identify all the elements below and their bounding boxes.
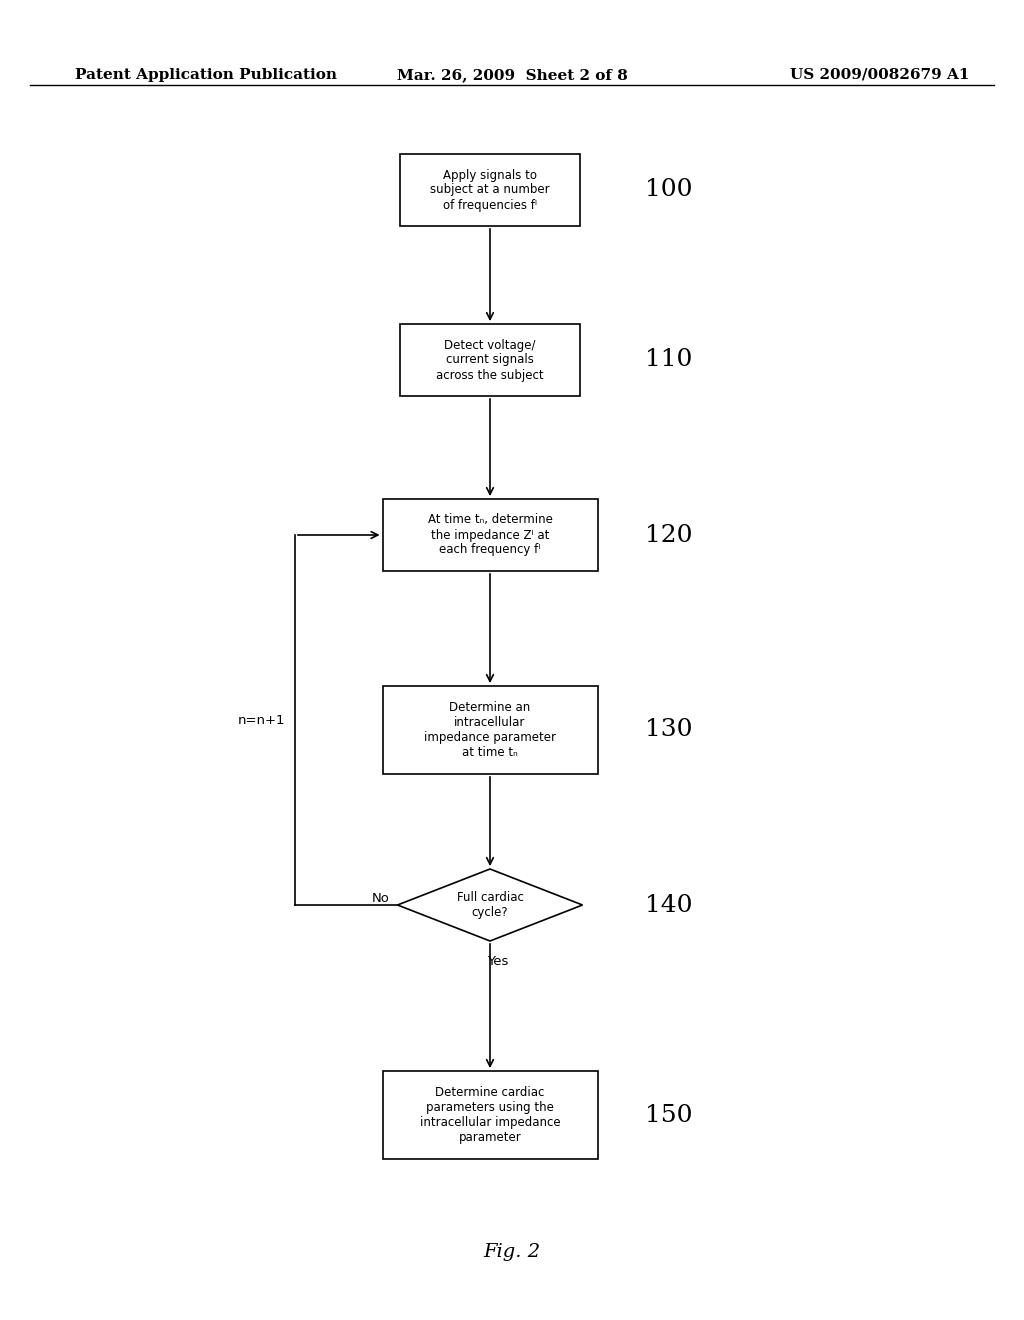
FancyBboxPatch shape (383, 1071, 597, 1159)
Text: 130: 130 (645, 718, 692, 742)
Text: 140: 140 (645, 894, 692, 916)
FancyBboxPatch shape (383, 499, 597, 572)
FancyBboxPatch shape (400, 154, 580, 226)
Text: 110: 110 (645, 348, 692, 371)
Text: Fig. 2: Fig. 2 (483, 1243, 541, 1261)
Polygon shape (397, 869, 583, 941)
Text: 100: 100 (645, 178, 692, 202)
Text: Apply signals to
subject at a number
of frequencies fᴵ: Apply signals to subject at a number of … (430, 169, 550, 211)
Text: Determine an
intracellular
impedance parameter
at time tₙ: Determine an intracellular impedance par… (424, 701, 556, 759)
Text: Patent Application Publication: Patent Application Publication (75, 69, 337, 82)
Text: Full cardiac
cycle?: Full cardiac cycle? (457, 891, 523, 919)
Text: US 2009/0082679 A1: US 2009/0082679 A1 (791, 69, 970, 82)
Text: Detect voltage/
current signals
across the subject: Detect voltage/ current signals across t… (436, 338, 544, 381)
Text: 150: 150 (645, 1104, 692, 1126)
Text: n=n+1: n=n+1 (238, 714, 285, 726)
Text: Mar. 26, 2009  Sheet 2 of 8: Mar. 26, 2009 Sheet 2 of 8 (396, 69, 628, 82)
Text: 120: 120 (645, 524, 692, 546)
Text: No: No (372, 892, 389, 906)
FancyBboxPatch shape (383, 686, 597, 774)
Text: Yes: Yes (487, 954, 509, 968)
FancyBboxPatch shape (400, 323, 580, 396)
Text: Determine cardiac
parameters using the
intracellular impedance
parameter: Determine cardiac parameters using the i… (420, 1086, 560, 1144)
Text: At time tₙ, determine
the impedance Zᴵ at
each frequency fᴵ: At time tₙ, determine the impedance Zᴵ a… (428, 513, 552, 557)
